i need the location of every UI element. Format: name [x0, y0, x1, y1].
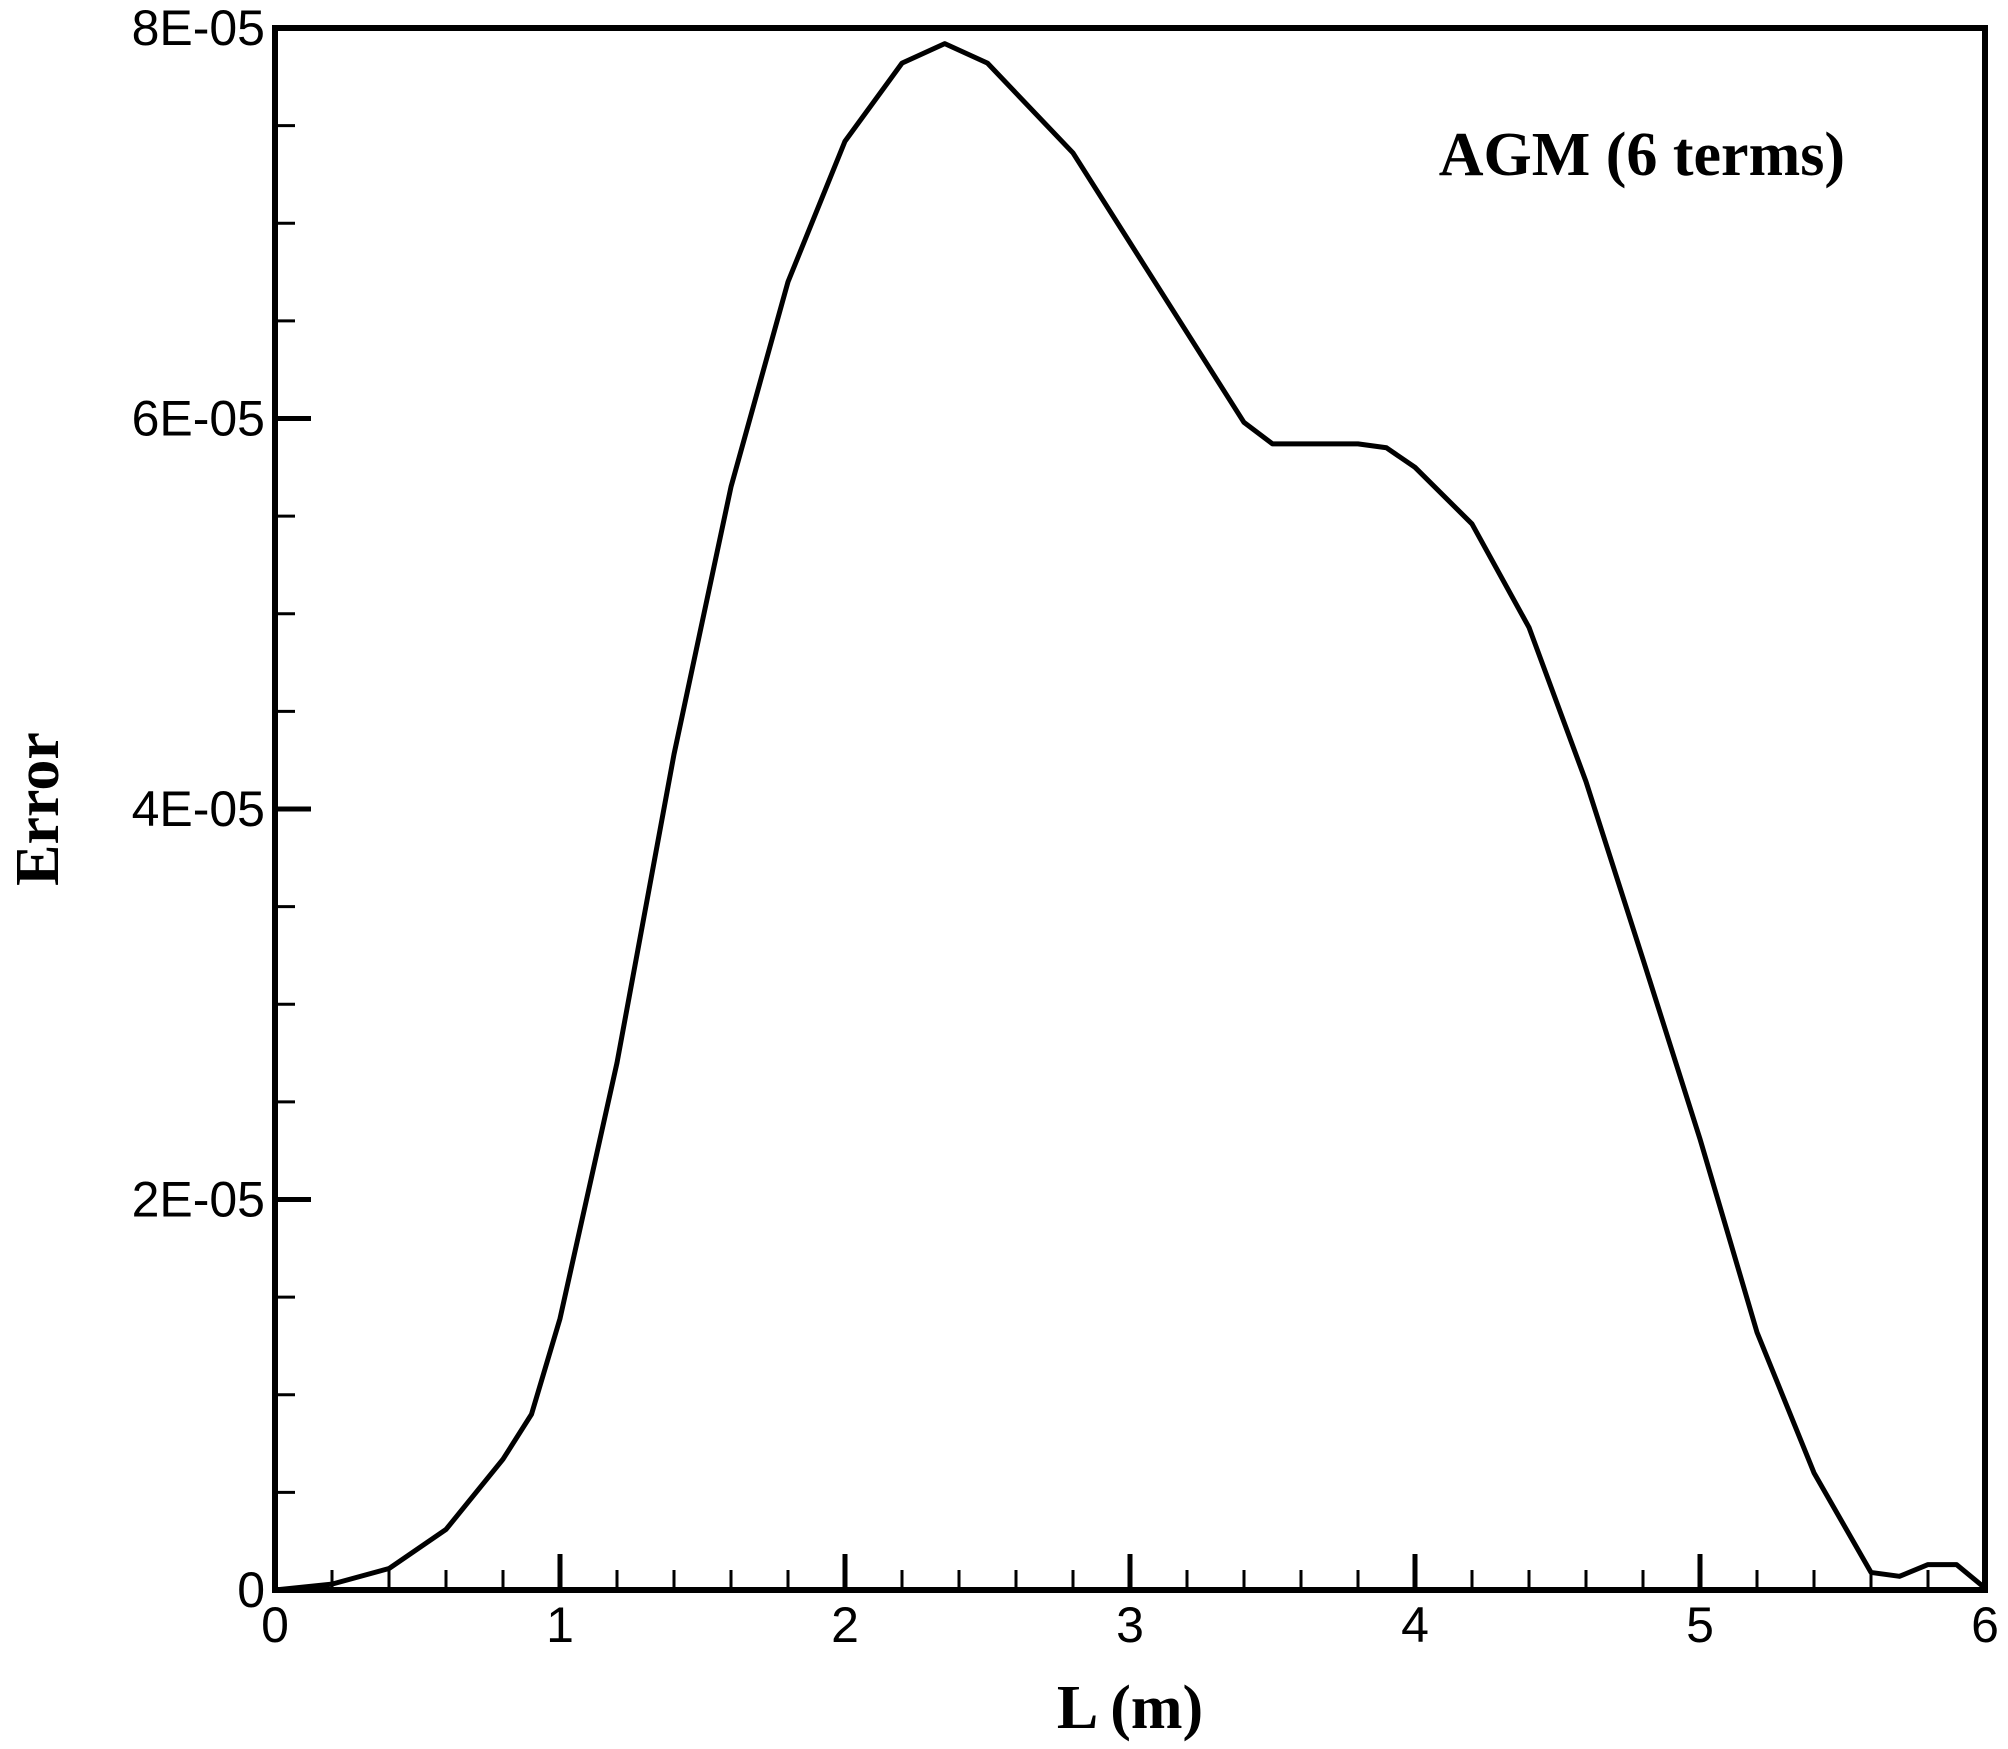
y-tick-label: 6E-05: [132, 391, 265, 447]
x-tick-label: 6: [1971, 1597, 1999, 1653]
y-tick-label: 0: [237, 1562, 265, 1618]
x-tick-label: 3: [1116, 1597, 1144, 1653]
y-tick-label: 4E-05: [132, 781, 265, 837]
x-tick-label: 2: [831, 1597, 859, 1653]
annotation: AGM (6 terms): [1439, 121, 1845, 189]
y-axis-label: Error: [4, 732, 72, 886]
x-tick-label: 5: [1686, 1597, 1714, 1653]
y-tick-label: 2E-05: [132, 1172, 265, 1228]
y-tick-label: 8E-05: [132, 0, 265, 56]
x-tick-label: 1: [546, 1597, 574, 1653]
x-tick-label: 0: [261, 1597, 289, 1653]
line: [274, 41, 1987, 1593]
x-tick-label: 4: [1401, 1597, 1429, 1653]
plot-frame: [272, 25, 1988, 1593]
x-axis-label: L (m): [1057, 1674, 1203, 1742]
